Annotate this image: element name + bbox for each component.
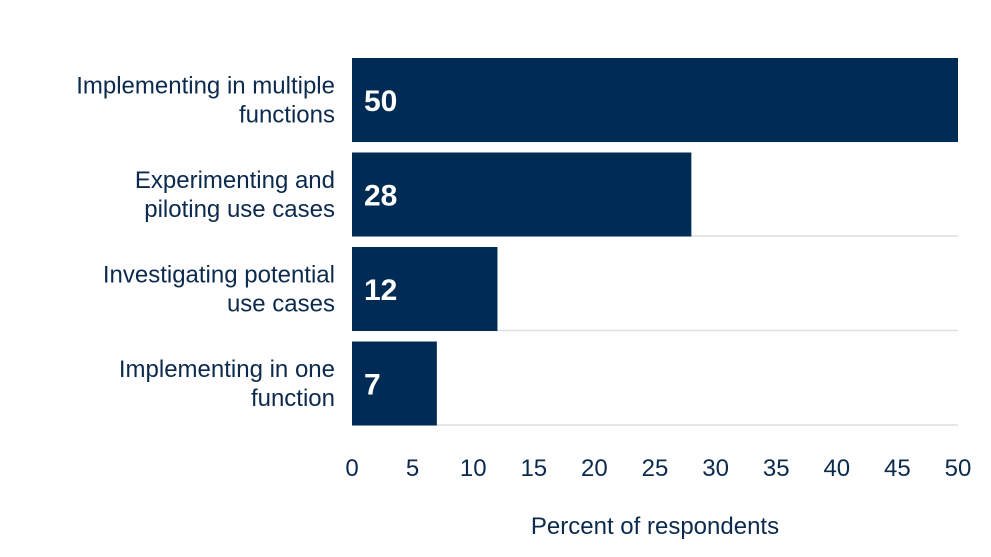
x-tick-label: 35 [763, 455, 790, 482]
data-label: 7 [364, 369, 381, 402]
x-axis-ticks: 0 5 10 15 20 25 30 35 40 45 50 [345, 455, 971, 482]
x-tick-label: 20 [581, 455, 608, 482]
x-tick-label: 15 [520, 455, 547, 482]
bar [352, 247, 498, 331]
bar [352, 58, 958, 142]
data-label: 12 [364, 274, 397, 307]
x-axis-title: Percent of respondents [531, 513, 779, 540]
category-label: Experimenting and piloting use cases [135, 167, 335, 223]
x-tick-label: 30 [702, 455, 729, 482]
bar [352, 341, 437, 426]
bars: 50 28 12 7 [352, 58, 958, 426]
data-label: 28 [364, 180, 397, 213]
category-label: Investigating potential use cases [103, 262, 335, 318]
x-tick-label: 45 [884, 455, 911, 482]
data-label: 50 [364, 85, 397, 118]
x-tick-label: 0 [345, 455, 358, 482]
x-tick-label: 5 [406, 455, 419, 482]
category-label: Implementing in multiple functions [76, 73, 335, 129]
category-labels: Implementing in multiple functions Experim… [76, 73, 335, 413]
x-tick-label: 10 [460, 455, 487, 482]
bar [352, 152, 692, 237]
x-tick-label: 40 [823, 455, 850, 482]
category-label: Implementing in one function [119, 356, 335, 412]
x-tick-label: 25 [642, 455, 669, 482]
x-tick-label: 50 [945, 455, 972, 482]
